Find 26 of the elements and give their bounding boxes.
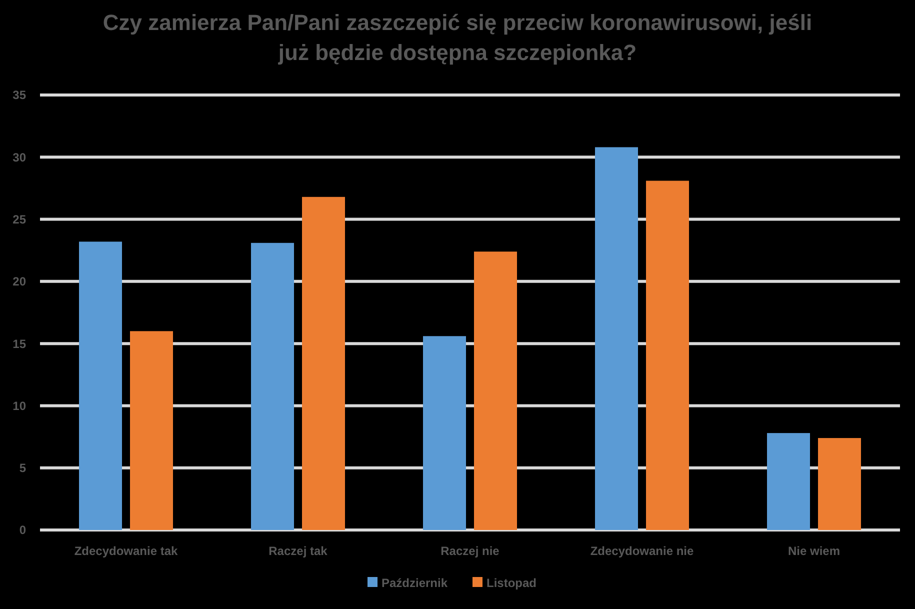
legend-label: Październik	[382, 576, 448, 590]
x-tick-label: Zdecydowanie nie	[590, 544, 694, 558]
x-tick-label: Nie wiem	[788, 544, 840, 558]
bar	[818, 438, 861, 530]
legend-label: Listopad	[486, 576, 536, 590]
x-tick-label: Raczej nie	[440, 544, 500, 558]
y-tick-label: 20	[12, 274, 26, 289]
bar	[646, 180, 689, 530]
y-tick-label: 35	[12, 88, 26, 102]
y-tick-label: 5	[19, 461, 26, 476]
y-tick-label: 25	[12, 212, 26, 226]
y-tick-label: 15	[12, 336, 26, 351]
bar	[302, 196, 345, 530]
bar	[130, 331, 173, 530]
bar	[423, 336, 466, 530]
x-tick-label: Raczej tak	[268, 544, 328, 558]
bar	[251, 242, 294, 530]
bar	[474, 252, 517, 530]
chart-title: Czy zamierza Pan/Pani zaszczepić się przeciw koronawirusowi, jeśli już będzie dostępna szczepionka?	[102, 9, 814, 67]
y-tick-label: 0	[19, 523, 26, 538]
y-tick-label: 30	[12, 150, 26, 164]
y-tick-label: 10	[12, 398, 26, 413]
x-tick-label: Zdecydowanie tak	[74, 544, 178, 558]
bar	[595, 147, 638, 530]
bar	[767, 433, 810, 530]
bar	[79, 242, 122, 530]
